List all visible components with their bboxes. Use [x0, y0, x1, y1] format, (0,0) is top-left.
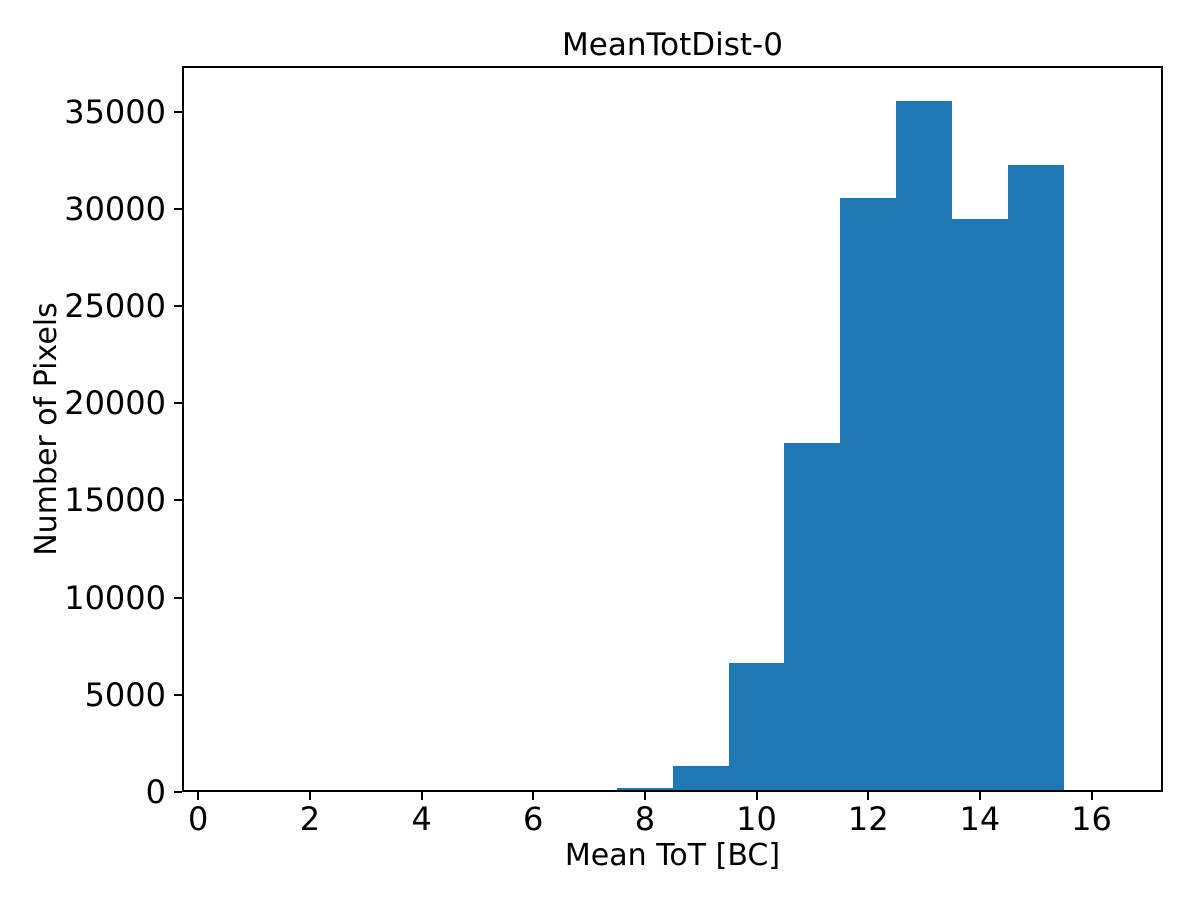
histogram-bar: [784, 443, 841, 792]
y-tick-label: 10000: [64, 578, 166, 617]
x-tick-label: 2: [299, 800, 321, 838]
histogram-bar: [840, 198, 897, 792]
y-tick-mark: [174, 693, 182, 696]
y-tick-mark: [174, 499, 182, 502]
x-tick-mark: [1090, 792, 1093, 800]
chart-title: MeanTotDist-0: [562, 27, 783, 63]
x-tick-mark: [978, 792, 981, 800]
y-tick-mark: [174, 304, 182, 307]
plot-area: [182, 66, 1163, 792]
x-tick-mark: [308, 792, 311, 800]
x-tick-mark: [197, 792, 200, 800]
histogram-bar: [616, 787, 673, 792]
histogram-bar: [896, 100, 952, 792]
bottom-spine: [182, 790, 1163, 792]
y-tick-label: 5000: [84, 675, 166, 714]
x-tick-mark: [420, 792, 423, 800]
y-tick-mark: [174, 402, 182, 405]
x-tick-label: 14: [959, 800, 1001, 838]
y-tick-mark: [174, 110, 182, 113]
histogram-bar: [672, 765, 729, 792]
top-spine: [182, 66, 1163, 68]
x-tick-label: 12: [847, 800, 889, 838]
x-tick-label: 0: [188, 800, 209, 838]
x-tick-label: 4: [411, 800, 432, 838]
y-tick-label: 15000: [64, 481, 166, 520]
x-tick-mark: [755, 792, 758, 800]
right-spine: [1161, 66, 1163, 792]
x-axis-label: Mean ToT [BC]: [564, 838, 781, 873]
y-tick-label: 0: [145, 773, 166, 811]
y-tick-mark: [174, 596, 182, 599]
x-tick-mark: [532, 792, 535, 800]
x-tick-label: 10: [736, 800, 777, 838]
x-tick-mark: [867, 792, 870, 800]
x-tick-mark: [643, 792, 646, 800]
y-tick-mark: [174, 207, 182, 210]
y-tick-label: 30000: [64, 189, 166, 228]
y-tick-mark: [174, 791, 182, 793]
x-tick-label: 8: [634, 800, 656, 838]
histogram-bar: [951, 219, 1008, 792]
y-tick-label: 25000: [64, 286, 166, 325]
y-tick-label: 35000: [64, 92, 166, 131]
y-tick-label: 20000: [64, 384, 166, 423]
x-tick-label: 6: [523, 800, 544, 838]
left-spine: [182, 66, 184, 792]
histogram-bar: [728, 662, 785, 792]
x-tick-label: 16: [1071, 800, 1112, 838]
histogram-bar: [1007, 164, 1064, 792]
